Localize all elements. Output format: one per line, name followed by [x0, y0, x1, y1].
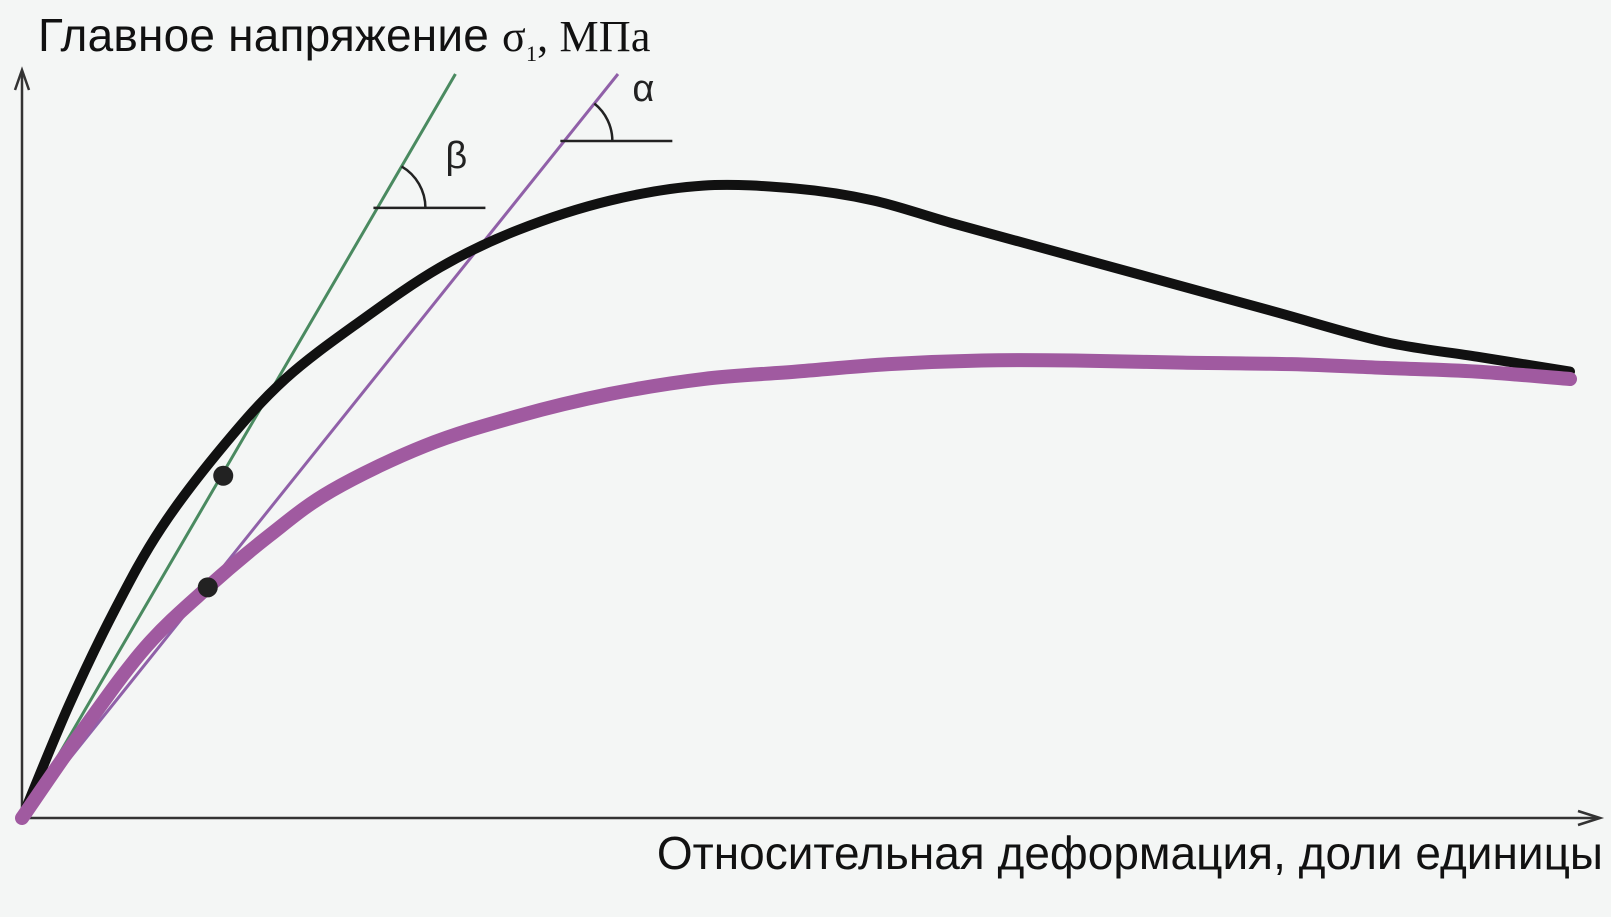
data-marker [213, 465, 234, 486]
angle-arc [593, 102, 614, 141]
data-series [15, 179, 1577, 825]
tangent-line [20, 73, 620, 819]
tangent-lines: βα [20, 68, 673, 819]
y-axis-label: Главное напряжение σ1, МПа [38, 9, 651, 66]
angle-label: α [632, 68, 654, 110]
x-axis-arrow [1577, 809, 1605, 827]
angle-label: β [445, 135, 467, 177]
data-markers [197, 465, 234, 598]
tangent-line [20, 73, 457, 819]
axes [13, 66, 1605, 827]
data-marker [197, 577, 218, 598]
angle-arc [400, 165, 427, 208]
series-line-purple [15, 353, 1577, 825]
series-line-black [17, 179, 1575, 823]
x-axis-label: Относительная деформация, доли единицы [656, 827, 1603, 879]
y-axis-arrow [13, 66, 31, 91]
